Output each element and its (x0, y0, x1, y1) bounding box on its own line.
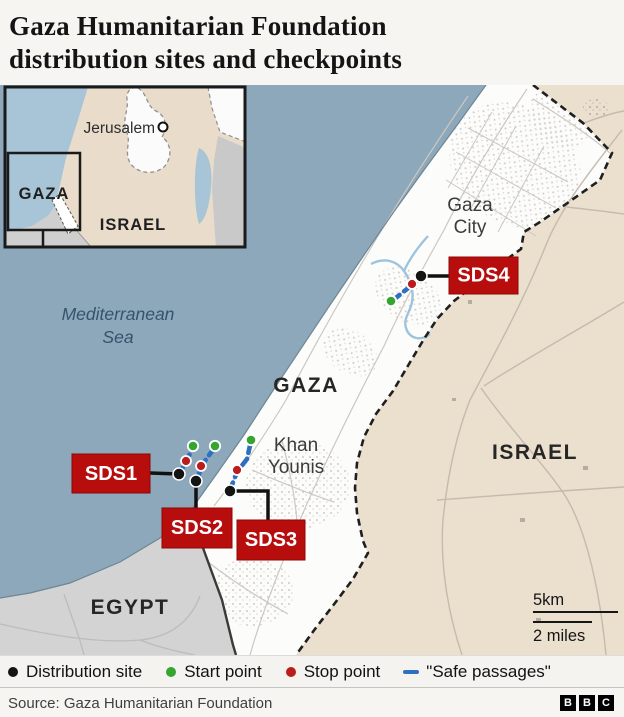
jerusalem-label: Jerusalem (84, 120, 156, 137)
sds2-box (161, 507, 233, 549)
legend-item-start-point: Start point (165, 662, 262, 682)
inset-sea (5, 87, 88, 233)
main-map: Mediterranean Sea GAZA ISRAEL EGYPT Gaza… (0, 83, 624, 656)
khan-younis-label-line1: Khan (274, 435, 318, 456)
israel-label: ISRAEL (492, 441, 578, 464)
safe-passage-route-sds3 (227, 438, 254, 493)
wadi-gaza-river (370, 235, 431, 340)
footer: Source: Gaza Humanitarian Foundation B B… (0, 689, 624, 717)
harbor-mark (424, 161, 433, 181)
sds3-box (236, 519, 306, 561)
sds1-callout: SDS1 (71, 453, 151, 494)
coastline (0, 84, 487, 599)
gaza-city-label-line1: Gaza (447, 195, 493, 216)
inset-border (3, 85, 247, 249)
egypt-land (0, 516, 236, 655)
sds1-label: SDS1 (85, 463, 137, 485)
start-point-dot (186, 439, 200, 453)
distribution-site-dot (172, 467, 186, 481)
distribution-site-swatch (8, 666, 18, 677)
inset-north-border (207, 87, 245, 143)
legend-item-distribution-site: Distribution site (7, 662, 142, 682)
distribution-sites (172, 269, 428, 498)
gaza-dashed-border (294, 83, 614, 656)
page-title: Gaza Humanitarian Foundation distributio… (9, 10, 612, 76)
scale-bar: 5km 2 miles (533, 591, 618, 645)
gaza-city-label-line2: City (454, 217, 487, 238)
start-point-dot (244, 433, 258, 447)
sea-label-line1: Mediterranean (62, 304, 175, 324)
jerusalem-marker (157, 121, 169, 133)
distribution-site-dot (223, 484, 237, 498)
gaza-label: GAZA (273, 374, 339, 397)
bbc-logo-block-2: B (579, 695, 595, 711)
distribution-site-dot (189, 474, 203, 488)
safe-passage-legend-icon (403, 669, 420, 674)
inset-gaza-strip (51, 193, 79, 235)
inset-map: Jerusalem GAZA ISRAEL (3, 85, 247, 249)
inset-gaza-label: GAZA (19, 185, 70, 203)
legend-label-start-point: Start point (184, 661, 262, 681)
inset-jordan (212, 136, 245, 247)
legend-item-safe-passages: "Safe passages" (403, 662, 551, 682)
stop-point-dot (231, 464, 243, 476)
sds3-label: SDS3 (245, 529, 297, 551)
distribution-site-dot (414, 269, 428, 283)
israel-roads (436, 110, 624, 656)
start-point-legend-icon (166, 666, 177, 677)
sds2-label: SDS2 (171, 517, 223, 539)
israel-settlement-marks (452, 99, 609, 622)
bbc-logo: B B C (560, 695, 614, 711)
start-point-dot (384, 294, 398, 308)
inset-israel-label: ISRAEL (100, 216, 167, 234)
map-svg: Mediterranean Sea GAZA ISRAEL EGYPT Gaza… (0, 83, 624, 656)
legend-label-stop-point: Stop point (303, 661, 381, 681)
sds2-callout: SDS2 (161, 507, 233, 549)
legend-label-distribution-site: Distribution site (26, 661, 143, 681)
sds-callouts: SDS1 SDS2 SDS3 SDS4 (71, 256, 519, 561)
source-credit: Source: Gaza Humanitarian Foundation (8, 694, 273, 712)
inset-egypt (5, 206, 92, 247)
legend-item-stop-point: Stop point (285, 661, 381, 682)
stop-point-legend-icon (285, 666, 296, 677)
scale-km-label: 5km (533, 591, 564, 609)
sea-label-line2: Sea (102, 327, 133, 347)
legend: Distribution site Start point Stop point… (0, 655, 624, 688)
legend-label-safe-passages: "Safe passages" (426, 661, 551, 681)
inset-dead-sea (194, 148, 212, 224)
khan-younis-label-line2: Younis (268, 457, 324, 478)
stop-point-dot (180, 455, 192, 467)
stop-point-dot (406, 278, 418, 290)
inset-west-bank (124, 87, 171, 173)
title-line2: distribution sites and checkpoints (9, 44, 403, 74)
egypt-label: EGYPT (91, 596, 170, 619)
scale-miles-label: 2 miles (533, 627, 585, 645)
bbc-logo-block-1: B (560, 695, 576, 711)
sds4-label: SDS4 (457, 265, 510, 287)
inset-north-region (208, 87, 245, 142)
inset-content (5, 87, 245, 247)
egypt-roads (0, 593, 201, 656)
start-point-swatch (166, 666, 177, 677)
stop-points (180, 278, 418, 476)
title-line1: Gaza Humanitarian Foundation (9, 11, 387, 41)
start-points (186, 294, 398, 453)
sds4-box (448, 256, 519, 295)
stop-point-dot (195, 460, 207, 472)
sds1-box (71, 453, 151, 494)
sds3-callout: SDS3 (236, 519, 306, 561)
safe-passage-swatch (403, 669, 420, 674)
sds4-callout: SDS4 (448, 256, 519, 295)
distribution-site-legend-icon (8, 666, 18, 677)
title-block: Gaza Humanitarian Foundation distributio… (0, 0, 624, 85)
bbc-logo-block-3: C (598, 695, 614, 711)
start-point-dot (208, 439, 222, 453)
stop-point-swatch (285, 666, 296, 677)
